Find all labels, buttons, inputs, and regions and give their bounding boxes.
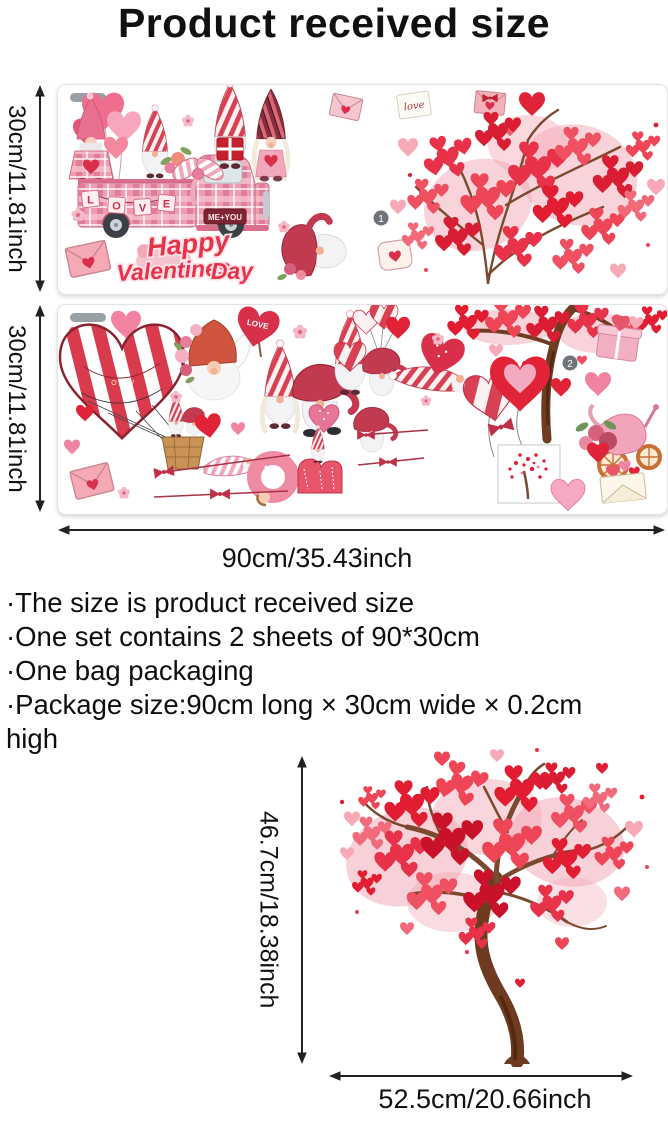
tree-height-arrow bbox=[297, 756, 307, 1064]
love-heart-sign-sticker: LOVE bbox=[232, 305, 282, 358]
heart-icon bbox=[64, 439, 80, 455]
tree-height-label: 46.7cm/18.38inch bbox=[254, 811, 283, 1009]
cupid-arrows-sticker bbox=[153, 429, 429, 500]
heart-icon bbox=[519, 92, 545, 116]
framed-heart-tree-sticker bbox=[497, 444, 561, 504]
blossom-icon bbox=[278, 220, 290, 233]
sheet1-height-label: 30cm/11.81inch bbox=[3, 104, 30, 273]
heart-icon bbox=[76, 404, 94, 422]
balloon-banner: L O V E bbox=[94, 372, 153, 387]
blossom-icon bbox=[170, 390, 182, 403]
blossom-icon bbox=[292, 324, 308, 339]
blossom-icon bbox=[420, 395, 432, 406]
gnome-bed-sticker bbox=[141, 104, 169, 179]
svg-text:2: 2 bbox=[567, 359, 573, 370]
gift-red-sticker bbox=[216, 137, 244, 161]
svg-text:love: love bbox=[403, 100, 425, 114]
heart-tree-image bbox=[339, 748, 649, 1067]
blossom-icon bbox=[182, 114, 194, 127]
envelope-sticker bbox=[329, 93, 363, 121]
svg-text:E: E bbox=[148, 372, 153, 379]
size-notes: ·The size is product received size ·One … bbox=[6, 586, 624, 756]
envelope-sticker bbox=[65, 240, 111, 277]
blossom-icon bbox=[118, 486, 130, 499]
svg-text:O: O bbox=[112, 201, 121, 213]
gnome-small-sticker bbox=[354, 407, 396, 452]
me-you-plate: ME+YOU bbox=[203, 208, 247, 225]
bow-sticker bbox=[172, 157, 224, 206]
svg-text:1: 1 bbox=[378, 214, 384, 225]
number-badge-1: 1 bbox=[373, 210, 389, 226]
heart-icon bbox=[551, 378, 571, 397]
envelope-hearts-sticker bbox=[599, 459, 647, 504]
note-line: ·One bag packaging bbox=[6, 655, 254, 686]
love-note-sticker: love bbox=[396, 90, 432, 120]
greeting-text-sticker: Happy Valentines Day bbox=[114, 224, 256, 288]
heart-icon bbox=[550, 478, 586, 512]
gnome-girl-sticker bbox=[251, 88, 291, 182]
svg-text:Day: Day bbox=[211, 258, 254, 284]
heart-burst-sticker bbox=[390, 108, 665, 285]
pink-truck-sticker: L O V E ME+YOU bbox=[77, 154, 270, 238]
sheets-width-label: 90cm/35.43inch bbox=[221, 543, 413, 573]
svg-text:L: L bbox=[87, 195, 94, 207]
sticker-sheet-2: L O V E bbox=[57, 304, 668, 515]
svg-text:ME+YOU: ME+YOU bbox=[208, 213, 242, 222]
svg-text:L: L bbox=[94, 374, 98, 381]
heart-balloon-sticker: L O V E bbox=[58, 323, 211, 470]
heart-icon bbox=[585, 372, 611, 396]
sheets-width-arrow bbox=[58, 525, 665, 535]
tree-width-label: 52.5cm/20.66inch bbox=[378, 1084, 592, 1114]
love-banner-sticker: L O V E bbox=[80, 189, 177, 216]
sheet-code-badge bbox=[70, 313, 106, 322]
page-title: Product received size bbox=[117, 0, 551, 46]
heart-icon bbox=[231, 422, 245, 436]
gnome-couple-sticker bbox=[259, 339, 356, 437]
tree-width-arrow bbox=[329, 1071, 633, 1081]
svg-text:V: V bbox=[139, 203, 147, 215]
heart-tree-large bbox=[339, 748, 649, 1067]
gnome-bouquet-sticker bbox=[352, 305, 410, 396]
gift-box-sticker bbox=[595, 313, 644, 362]
note-line: ·The size is product received size bbox=[6, 587, 415, 618]
sheet1-height-arrow bbox=[35, 85, 45, 292]
sheet2-height-arrow bbox=[35, 305, 45, 512]
svg-text:O: O bbox=[111, 380, 117, 387]
svg-text:Valentines: Valentines bbox=[116, 254, 231, 286]
gnome-wreath-sticker bbox=[173, 319, 251, 401]
svg-text:V: V bbox=[130, 380, 135, 387]
heart-icon bbox=[193, 412, 223, 440]
note-line: ·One set contains 2 sheets of 90*30cm bbox=[6, 621, 480, 652]
gnome-tumbling-sticker bbox=[276, 213, 349, 281]
envelope-bow-sticker bbox=[474, 90, 506, 115]
number-badge-2: 2 bbox=[562, 355, 578, 371]
envelope-sticker bbox=[70, 462, 115, 499]
svg-text:E: E bbox=[163, 199, 170, 211]
note-line: ·Package size:90cm long × 30cm wide × 0.… bbox=[6, 689, 583, 754]
gnome-lying-sticker bbox=[388, 330, 470, 394]
sticker-sheet-1: L O V E ME+YOU bbox=[57, 84, 668, 295]
gnome-letters-sticker bbox=[203, 425, 343, 507]
sheet2-height-label: 30cm/11.81inch bbox=[3, 324, 30, 493]
